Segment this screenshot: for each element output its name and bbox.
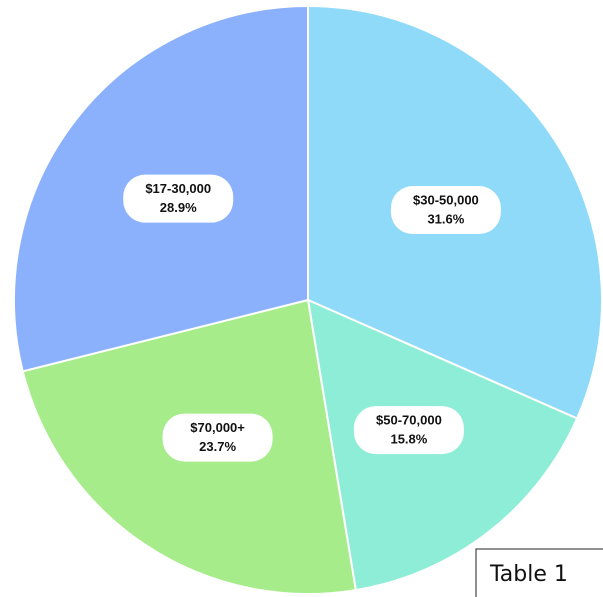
label-box: [390, 186, 501, 235]
annotation-box: [475, 548, 603, 597]
label-box: [162, 413, 273, 462]
label-box: [353, 406, 464, 455]
annotation: Table 1: [489, 562, 568, 587]
value-label: 23.7%: [199, 439, 236, 454]
labels: $30-50,000 31.6% $50-70,000 15.8% $70,000+ 23…: [123, 174, 501, 462]
pie: [13, 4, 603, 595]
category-label: $30-50,000: [413, 192, 479, 207]
category-label: $50-70,000: [376, 413, 442, 428]
value-label: 15.8%: [390, 432, 427, 447]
value-label: 31.6%: [427, 211, 464, 226]
label-box: [123, 174, 234, 223]
value-label: 28.9%: [160, 200, 197, 215]
category-label: $17-30,000: [145, 181, 211, 196]
category-label: $70,000+: [190, 420, 245, 435]
